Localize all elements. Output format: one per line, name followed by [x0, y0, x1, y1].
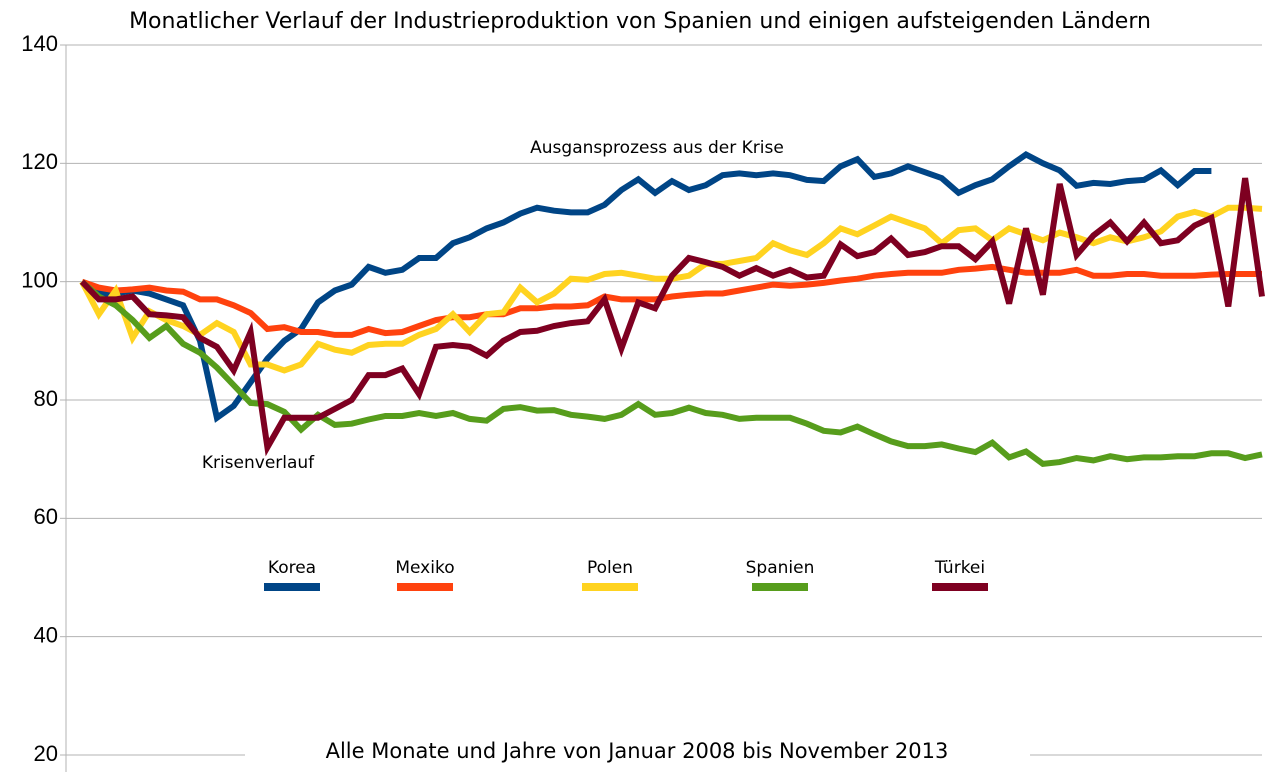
legend-label: Mexiko [395, 558, 454, 578]
y-tick-label: 60 [34, 504, 58, 529]
annotation: Krisenverlauf [202, 453, 315, 473]
y-tick-label: 40 [34, 622, 58, 647]
x-label-bg [245, 736, 1030, 772]
y-tick-label: 120 [21, 149, 58, 174]
y-tick-label: 140 [21, 31, 58, 56]
series-line [79, 204, 1263, 374]
legend-label: Korea [268, 558, 316, 578]
legend-label: Türkei [934, 558, 985, 578]
x-axis-label: Alle Monate und Jahre von Januar 2008 bi… [326, 739, 949, 763]
y-tick-label: 20 [34, 741, 58, 766]
series-line [79, 177, 1265, 457]
legend-label: Spanien [746, 558, 815, 578]
series-line [80, 279, 1263, 468]
y-tick-label: 100 [21, 267, 58, 292]
y-tick-label: 80 [34, 386, 58, 411]
legend-label: Polen [587, 558, 633, 578]
annotation: Ausgansprozess aus der Krise [530, 138, 784, 158]
series-line [80, 150, 1212, 423]
chart-title: Monatlicher Verlauf der Industrieprodukt… [129, 9, 1151, 34]
series-line [81, 263, 1262, 338]
